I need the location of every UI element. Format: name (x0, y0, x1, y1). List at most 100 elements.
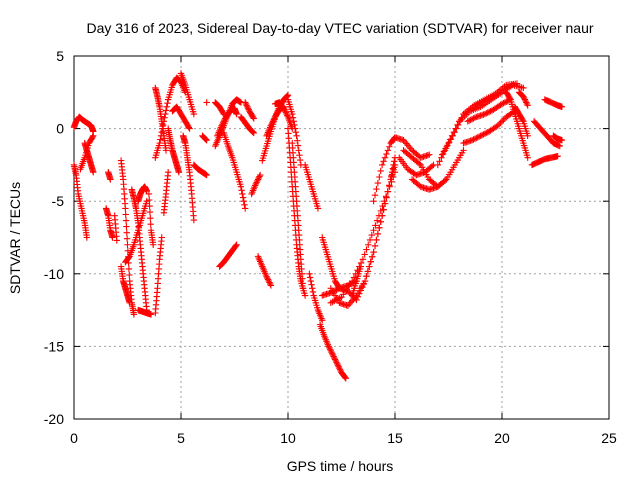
data-point-marker (483, 110, 490, 117)
data-point-marker (244, 105, 252, 112)
data-point-marker (487, 107, 494, 115)
data-point-marker (554, 152, 561, 160)
data-point-marker (157, 136, 164, 143)
series-arc-33 (248, 171, 264, 198)
series-arc-21 (177, 70, 198, 118)
data-point-marker (292, 129, 300, 136)
data-point-marker (436, 158, 443, 165)
series-arc-06 (105, 168, 114, 183)
data-point-marker (389, 165, 397, 172)
data-point-marker (524, 132, 531, 140)
series-arc-55 (438, 80, 521, 158)
data-point-marker (282, 109, 290, 116)
data-point-marker (256, 173, 263, 180)
series-arc-25 (203, 99, 210, 106)
data-point-marker (341, 374, 349, 381)
data-point-marker (438, 154, 445, 161)
series-arc-23 (190, 161, 210, 179)
data-point-marker (122, 205, 129, 212)
series-arc-44 (319, 234, 343, 292)
plot-frame (73, 55, 610, 420)
data-point-marker (366, 236, 374, 244)
data-point-marker (449, 132, 456, 140)
series-arc-22 (179, 132, 198, 224)
axis-ticks (73, 55, 610, 420)
data-point-marker (283, 93, 290, 100)
series-arc-64 (550, 132, 566, 144)
data-point-marker (485, 108, 493, 116)
data-point-marker (157, 132, 165, 140)
series-arc-18 (160, 168, 172, 217)
data-point-marker (370, 227, 377, 234)
data-point-marker (372, 222, 379, 229)
data-point-marker (289, 114, 297, 121)
data-point-marker (520, 84, 527, 92)
series-arc-53 (408, 176, 450, 193)
data-point-marker (233, 110, 240, 118)
data-point-marker (299, 285, 307, 292)
data-point-marker (296, 156, 304, 164)
series-arc-43 (316, 321, 349, 382)
data-point-marker (90, 132, 97, 140)
data-point-marker (203, 99, 210, 106)
data-point-marker (471, 114, 479, 121)
data-point-marker (358, 284, 366, 291)
x-tick-labels: 0 5 10 15 20 25 (70, 430, 617, 446)
data-point-marker (263, 273, 270, 280)
data-point-marker (497, 119, 504, 126)
data-point-marker (556, 142, 563, 150)
data-point-marker (254, 177, 261, 185)
data-point-marker (519, 116, 526, 124)
data-point-marker (521, 96, 529, 103)
data-point-marker (250, 115, 257, 122)
series-arc-28 (214, 105, 240, 140)
data-point-marker (190, 216, 198, 224)
data-point-marker (270, 116, 277, 124)
series-arc-04 (81, 139, 97, 176)
data-point-marker (233, 241, 240, 248)
data-point-marker (471, 135, 479, 142)
series-arc-09 (117, 263, 133, 307)
data-point-marker (266, 280, 274, 288)
data-point-marker (356, 290, 363, 297)
data-point-marker (480, 131, 487, 138)
data-point-marker (456, 118, 464, 125)
data-point-marker (290, 118, 297, 125)
data-point-marker (354, 293, 362, 300)
chart-title: Day 316 of 2023, Sidereal Day-to-day VTE… (86, 20, 593, 36)
series-arc-14 (145, 190, 157, 248)
data-point-marker (283, 110, 290, 118)
data-point-marker (147, 214, 154, 222)
data-point-marker (475, 133, 483, 140)
data-point-marker (328, 349, 335, 356)
series-arc-41 (301, 161, 322, 212)
data-point-marker (474, 134, 481, 141)
y-tick-label: 5 (56, 48, 64, 64)
series-arc-17 (152, 74, 189, 161)
data-point-marker (374, 179, 382, 187)
data-point-marker (326, 344, 333, 352)
data-point-marker (500, 99, 507, 107)
data-point-marker (146, 196, 153, 204)
series-arc-34 (254, 253, 275, 289)
series-arc-08 (117, 157, 138, 318)
y-tick-label: -15 (44, 338, 64, 354)
data-point-marker (281, 106, 288, 113)
data-point-marker (123, 229, 130, 236)
data-point-marker (470, 115, 477, 122)
data-point-marker (478, 131, 486, 139)
data-point-marker (253, 179, 260, 186)
data-point-marker (219, 119, 227, 126)
x-axis-label: GPS time / hours (287, 458, 394, 474)
data-point-marker (483, 129, 490, 137)
data-point-marker (367, 258, 374, 265)
data-point-marker (359, 256, 367, 263)
series-arc-58 (503, 89, 531, 161)
data-point-marker (335, 363, 342, 370)
data-point-marker (460, 147, 467, 154)
series-arc-32 (242, 99, 257, 122)
data-point-marker (185, 124, 193, 131)
y-tick-label: -20 (44, 411, 64, 427)
data-point-marker (252, 180, 260, 187)
series-arc-38 (284, 96, 305, 169)
